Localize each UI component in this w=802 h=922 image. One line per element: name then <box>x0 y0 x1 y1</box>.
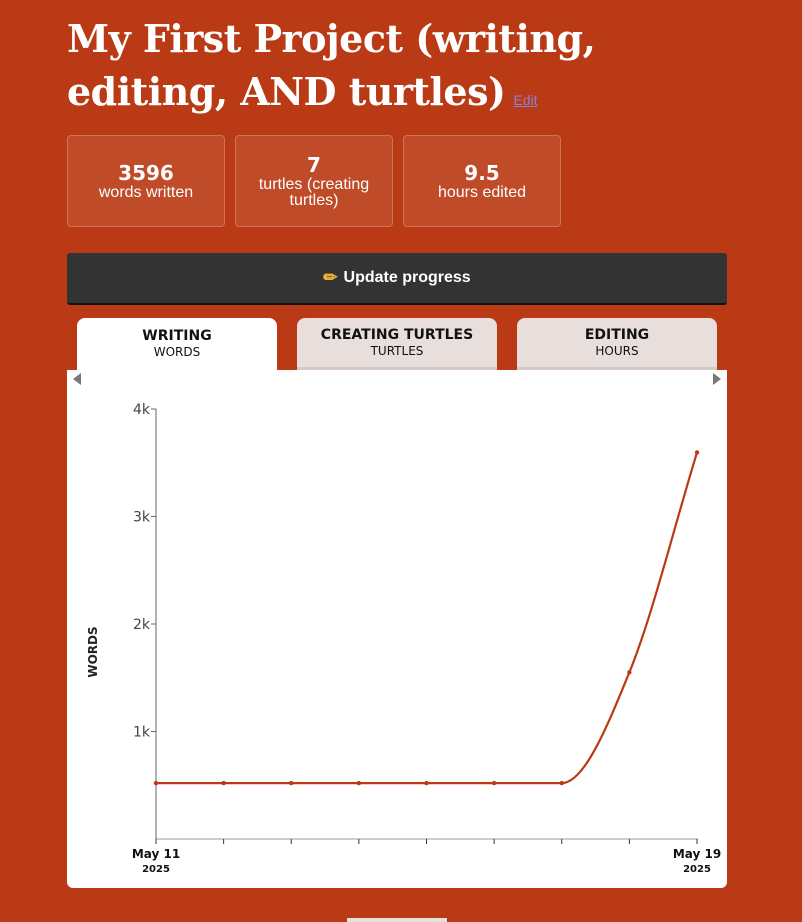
stat-label: turtles (creating turtles) <box>258 176 370 209</box>
y-tick-label: 4k <box>133 402 151 418</box>
stats-row: 3596 words written 7 turtles (creating t… <box>67 135 561 227</box>
tab-unit: TURTLES <box>370 343 424 358</box>
page-title: My First Project (writing, editing, AND … <box>67 12 747 127</box>
scroll-left-icon[interactable] <box>73 373 81 385</box>
series-line <box>156 452 699 785</box>
data-point[interactable] <box>356 780 362 786</box>
title-block: My First Project (writing, editing, AND … <box>67 12 747 127</box>
stat-value: 7 <box>307 153 321 177</box>
data-point[interactable] <box>627 670 632 675</box>
data-point[interactable] <box>424 780 429 786</box>
pencil-icon: ✏ <box>323 268 338 287</box>
stat-value: 9.5 <box>464 161 500 185</box>
data-point[interactable] <box>221 780 226 786</box>
y-tick-label: 1k <box>133 725 151 741</box>
project-title: My First Project (writing, editing, AND … <box>67 16 596 114</box>
progress-chart: 1k 2k 3k 4k WORDS May 11 2025 May 19 2025 <box>86 402 721 875</box>
edit-link[interactable]: Edit <box>513 92 538 108</box>
tab-unit: HOURS <box>595 343 639 358</box>
data-point[interactable] <box>559 780 564 786</box>
data-point[interactable] <box>153 780 159 786</box>
tab-title: CREATING TURTLES <box>320 326 474 343</box>
tab-unit: WORDS <box>153 345 201 359</box>
data-point[interactable] <box>491 780 497 786</box>
stat-card-turtles: 7 turtles (creating turtles) <box>235 135 393 227</box>
tab-writing[interactable]: WRITING WORDS <box>77 318 277 370</box>
data-point[interactable] <box>694 450 700 455</box>
stat-label: words written <box>98 184 194 201</box>
tab-editing[interactable]: EDITING HOURS <box>517 318 717 370</box>
y-tick-label: 3k <box>133 510 151 526</box>
stat-card-hours: 9.5 hours edited <box>403 135 561 227</box>
stat-label: hours edited <box>437 184 527 201</box>
goal-tabs: WRITING WORDS CREATING TURTLES TURTLES E… <box>77 318 717 370</box>
tab-scroll-strip <box>67 370 727 388</box>
chart-card: 1k 2k 3k 4k WORDS May 11 2025 May 19 2025 <box>67 388 727 888</box>
data-point[interactable] <box>289 780 294 786</box>
x-end-year: 2025 <box>683 864 711 875</box>
update-progress-label: Update progress <box>343 269 471 286</box>
stat-value: 3596 <box>118 161 174 185</box>
y-axis-label: WORDS <box>86 626 100 677</box>
stat-card-words: 3596 words written <box>67 135 225 227</box>
tab-title: WRITING <box>142 328 212 344</box>
x-end-day: May 19 <box>673 847 721 861</box>
x-start-year: 2025 <box>142 864 170 875</box>
x-start-day: May 11 <box>132 847 180 861</box>
bottom-tab-edge <box>347 918 447 922</box>
y-tick-label: 2k <box>133 617 151 633</box>
scroll-right-icon[interactable] <box>713 373 721 385</box>
tab-title: EDITING <box>584 326 650 343</box>
tab-creating-turtles[interactable]: CREATING TURTLES TURTLES <box>297 318 497 370</box>
update-progress-button[interactable]: ✏ Update progress <box>67 253 727 305</box>
